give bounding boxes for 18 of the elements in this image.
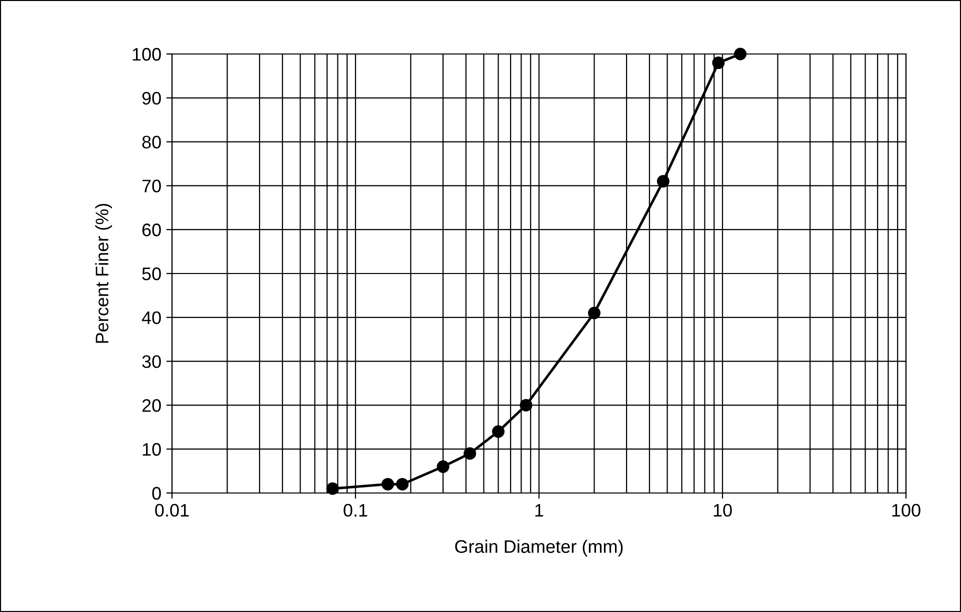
y-tick-label: 10 <box>142 443 161 456</box>
x-tick-label: 10 <box>714 504 732 517</box>
x-tick-label: 0.1 <box>344 504 368 517</box>
y-tick-label: 0 <box>152 486 161 500</box>
y-tick-label: 60 <box>142 224 161 236</box>
y-tick-label: 30 <box>142 355 161 368</box>
y-tick-label: 50 <box>142 267 161 280</box>
x-tick-label: 100 <box>892 504 920 517</box>
y-tick-label: 70 <box>142 180 161 192</box>
y-tick-label: 90 <box>142 92 161 105</box>
x-tick-label: 0.01 <box>155 504 189 517</box>
x-axis-title: Grain Diameter (mm) <box>455 540 623 557</box>
y-tick-label: 20 <box>142 399 161 412</box>
x-tick-label: 1 <box>535 504 544 516</box>
y-tick-label: 100 <box>132 48 161 61</box>
y-tick-label: 80 <box>142 136 161 149</box>
y-axis-title: Percent Finer (%) <box>95 204 112 343</box>
y-tick-label: 40 <box>142 311 161 324</box>
